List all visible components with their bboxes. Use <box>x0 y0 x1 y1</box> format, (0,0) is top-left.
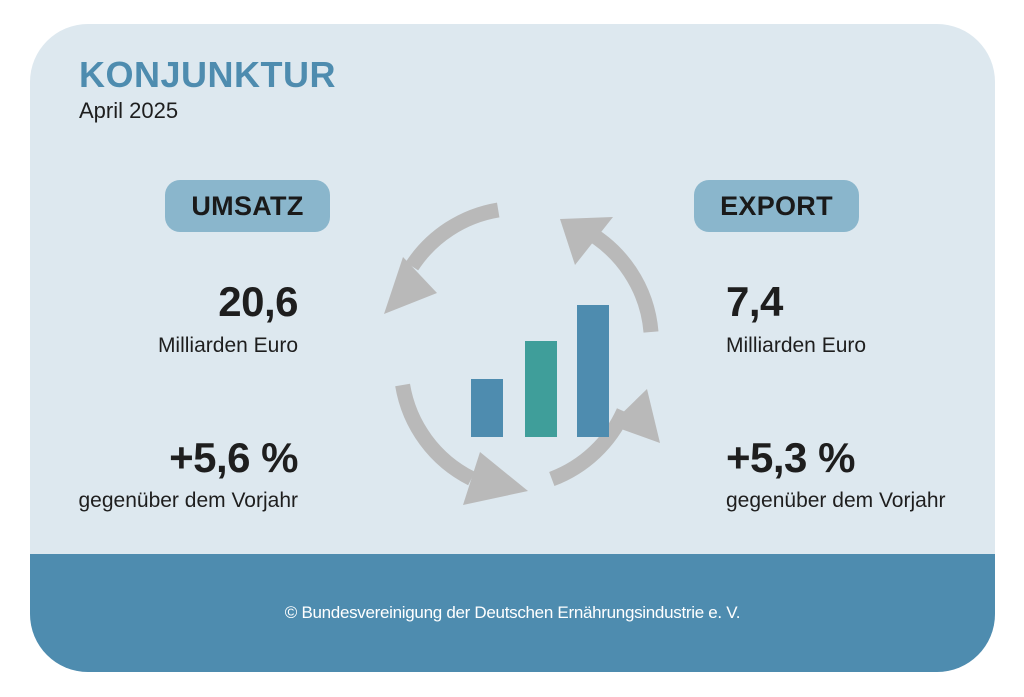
bar-tall <box>577 305 609 437</box>
cycle-bar-chart-icon <box>384 202 660 505</box>
export-change-label: gegenüber dem Vorjahr <box>726 489 946 512</box>
arrowhead-bottom <box>463 452 528 505</box>
export-change: +5,3 % <box>726 434 855 481</box>
bar-chart-icon <box>471 305 609 437</box>
infographic-card: KONJUNKTUR April 2025 UMSATZ EXPORT 20,6… <box>30 24 995 672</box>
umsatz-value: 20,6 <box>218 278 298 325</box>
page-title: KONJUNKTUR <box>79 54 336 95</box>
arrowhead-left <box>384 257 437 314</box>
date-subtitle: April 2025 <box>79 98 179 123</box>
footer-band: © Bundesvereinigung der Deutschen Ernähr… <box>30 554 995 672</box>
bar-short <box>471 379 503 437</box>
copyright-text: © Bundesvereinigung der Deutschen Ernähr… <box>284 603 741 622</box>
umsatz-change-label: gegenüber dem Vorjahr <box>78 489 299 512</box>
arrowhead-right <box>610 389 660 443</box>
arrowhead-top <box>560 217 613 265</box>
umsatz-badge: UMSATZ <box>165 180 330 232</box>
export-badge: EXPORT <box>694 180 859 232</box>
export-value: 7,4 <box>726 278 783 325</box>
arrow-arc-bottom-left <box>395 383 475 486</box>
arrow-arc-top-left <box>405 202 500 271</box>
umsatz-unit: Milliarden Euro <box>157 334 298 357</box>
export-unit: Milliarden Euro <box>726 334 867 357</box>
arrowheads <box>384 217 660 505</box>
umsatz-change: +5,6 % <box>169 434 298 481</box>
bar-medium <box>525 341 557 437</box>
